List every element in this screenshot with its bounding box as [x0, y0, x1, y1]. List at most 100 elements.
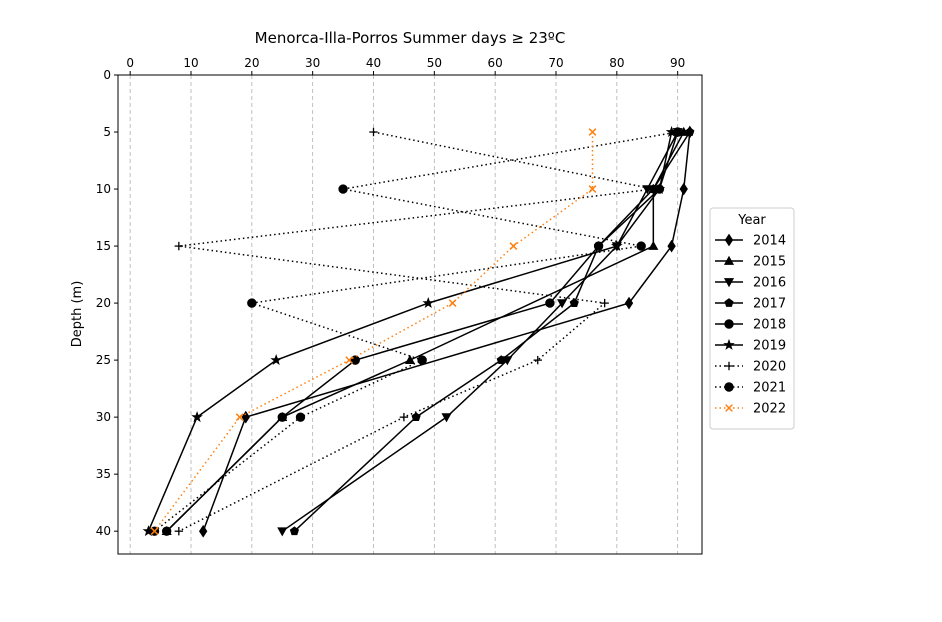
- legend-label: 2021: [753, 381, 786, 396]
- data-point-2020: [533, 355, 542, 365]
- data-point-2022: [150, 527, 159, 536]
- y-axis-title: Depth (m): [70, 281, 85, 348]
- series-2021: [149, 127, 683, 536]
- series-2015: [161, 126, 689, 536]
- legend-marker: [724, 233, 734, 247]
- data-point-2020: [600, 298, 609, 308]
- x-tick-label: 80: [609, 56, 624, 70]
- legend-marker: [723, 255, 735, 265]
- data-point-2015: [404, 354, 416, 364]
- legend-item-2022: 2022: [715, 402, 786, 417]
- series-line-2014: [202, 131, 691, 532]
- data-point-2019: [191, 411, 203, 423]
- y-tick-label: 35: [96, 467, 111, 481]
- data-point-2017: [496, 355, 506, 365]
- data-point-2017: [685, 127, 695, 136]
- legend-label: 2019: [753, 339, 786, 354]
- legend-title: Year: [737, 213, 766, 228]
- data-point-2019: [611, 239, 623, 252]
- data-point-2014: [679, 182, 688, 196]
- series-line-2022: [153, 132, 594, 532]
- y-tick-label: 25: [96, 353, 111, 367]
- series-2017: [289, 127, 695, 536]
- legend-item-2015: 2015: [715, 255, 786, 270]
- x-tick-label: 30: [305, 56, 320, 70]
- data-point-2019: [653, 182, 666, 194]
- x-tick-label: 0: [126, 56, 134, 70]
- series-2022: [150, 128, 597, 536]
- data-point-2014: [198, 524, 208, 538]
- y-tick-label: 5: [103, 125, 111, 139]
- legend-marker: [724, 319, 734, 329]
- legend-label: 2016: [753, 276, 786, 291]
- plot-series: [142, 125, 695, 538]
- x-tick-label: 20: [244, 56, 259, 70]
- y-tick-label: 15: [96, 239, 111, 253]
- x-tick-label: 50: [427, 56, 442, 70]
- x-tick-label: 40: [366, 56, 381, 70]
- data-point-2018: [277, 412, 287, 422]
- y-tick-label: 0: [103, 68, 111, 82]
- grid-lines: [129, 75, 679, 554]
- legend-item-2020: 2020: [715, 360, 786, 375]
- data-point-2017: [289, 526, 299, 536]
- legend: Year 2014 2015 2016 2017 2018 2019 2020 2021 2022: [709, 207, 795, 430]
- data-point-2018: [593, 241, 604, 251]
- data-point-2019: [270, 354, 282, 366]
- data-point-2021: [295, 412, 306, 422]
- x-tick-label: 90: [670, 56, 685, 70]
- data-point-2014: [241, 410, 250, 424]
- data-point-2022: [509, 242, 518, 250]
- data-point-2016: [277, 527, 288, 537]
- legend-item-2017: 2017: [715, 297, 786, 312]
- data-point-2020: [399, 412, 409, 422]
- legend-label: 2015: [753, 255, 786, 270]
- legend-marker: [723, 338, 735, 350]
- data-point-2019: [422, 297, 435, 309]
- data-point-2016: [557, 299, 568, 309]
- y-tick-label: 20: [96, 296, 111, 310]
- data-point-2022: [588, 128, 597, 136]
- series-line-2018: [166, 131, 679, 532]
- data-point-2017: [569, 298, 579, 307]
- series-2018: [161, 127, 683, 536]
- data-point-2022: [345, 356, 354, 365]
- data-point-2022: [588, 185, 597, 193]
- x-tick-label: 10: [183, 56, 198, 70]
- data-point-2021: [636, 241, 646, 251]
- x-tick-label: 70: [548, 56, 563, 70]
- x-tick-label: 60: [488, 56, 503, 70]
- data-point-2016: [441, 413, 452, 423]
- legend-marker: [723, 278, 735, 288]
- series-2019: [142, 125, 678, 537]
- data-point-2014: [667, 239, 676, 253]
- legend-label: 2017: [753, 297, 786, 312]
- data-point-2015: [648, 240, 659, 250]
- series-line-2021: [154, 131, 678, 532]
- legend-marker: [724, 298, 734, 307]
- data-point-2021: [417, 355, 427, 365]
- legend-label: 2018: [753, 318, 786, 333]
- series-line-2020: [178, 131, 654, 532]
- data-point-2021: [672, 127, 683, 137]
- legend-label: 2014: [753, 234, 786, 249]
- chart-title: Menorca-Illa-Porros Summer days ≥ 23ºC: [255, 29, 566, 47]
- data-point-2018: [545, 298, 555, 308]
- plot-frame: [117, 74, 703, 555]
- legend-item-2019: 2019: [715, 339, 786, 354]
- legend-item-2018: 2018: [715, 318, 786, 333]
- legend-label: 2022: [753, 402, 786, 417]
- legend-item-2016: 2016: [715, 276, 786, 291]
- data-point-2022: [235, 413, 244, 422]
- legend-marker: [724, 382, 734, 392]
- data-point-2018: [161, 526, 172, 536]
- series-2020: [174, 127, 658, 536]
- axis-ticks: 0 10 20 30 40 50 60 70 80 90 0 5 10 15 20 25 30 35 40: [96, 56, 686, 538]
- legend-item-2014: 2014: [715, 234, 786, 249]
- data-point-2020: [649, 184, 658, 194]
- legend-item-2021: 2021: [715, 381, 786, 396]
- series-line-2015: [166, 131, 685, 532]
- data-point-2020: [369, 127, 378, 137]
- data-point-2017: [411, 412, 421, 422]
- data-point-2022: [448, 299, 457, 307]
